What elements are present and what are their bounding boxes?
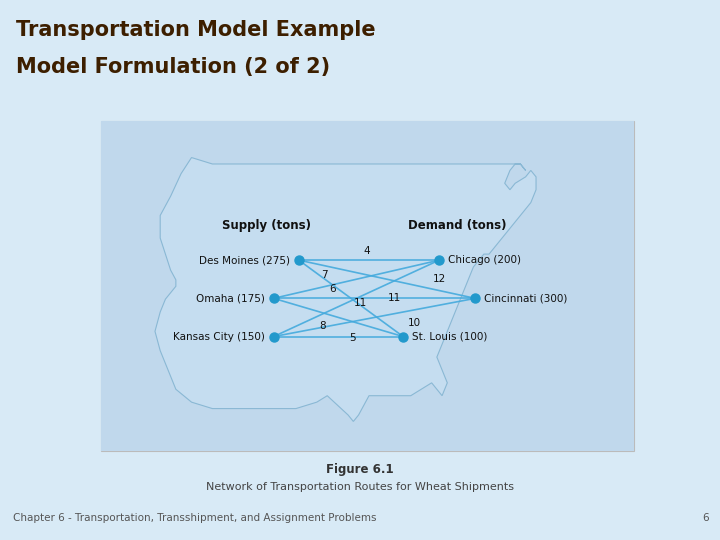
Text: Chicago (200): Chicago (200): [448, 255, 521, 265]
Text: Des Moines (275): Des Moines (275): [199, 255, 290, 265]
Text: Network of Transportation Routes for Wheat Shipments: Network of Transportation Routes for Whe…: [206, 482, 514, 492]
Text: 4: 4: [364, 246, 371, 256]
Polygon shape: [155, 158, 536, 421]
Text: Kansas City (150): Kansas City (150): [173, 332, 265, 342]
Text: 8: 8: [319, 321, 326, 330]
Text: Demand (tons): Demand (tons): [408, 219, 506, 232]
Text: St. Louis (100): St. Louis (100): [412, 332, 487, 342]
Text: Omaha (175): Omaha (175): [196, 293, 265, 303]
Text: 5: 5: [349, 333, 356, 343]
Text: Chapter 6 - Transportation, Transshipment, and Assignment Problems: Chapter 6 - Transportation, Transshipmen…: [13, 512, 377, 523]
Text: 6: 6: [703, 512, 709, 523]
Text: 11: 11: [388, 293, 401, 303]
Text: Supply (tons): Supply (tons): [222, 219, 311, 232]
Text: 12: 12: [433, 274, 446, 284]
FancyBboxPatch shape: [101, 122, 634, 451]
Text: 11: 11: [354, 298, 366, 308]
Text: Transportation Model Example: Transportation Model Example: [16, 19, 375, 39]
Text: 6: 6: [329, 285, 336, 294]
FancyBboxPatch shape: [101, 122, 634, 451]
Text: Cincinnati (300): Cincinnati (300): [484, 293, 567, 303]
Text: 7: 7: [320, 270, 328, 280]
Text: 10: 10: [408, 318, 420, 328]
Text: Figure 6.1: Figure 6.1: [326, 463, 394, 476]
Text: Model Formulation (2 of 2): Model Formulation (2 of 2): [16, 57, 330, 77]
